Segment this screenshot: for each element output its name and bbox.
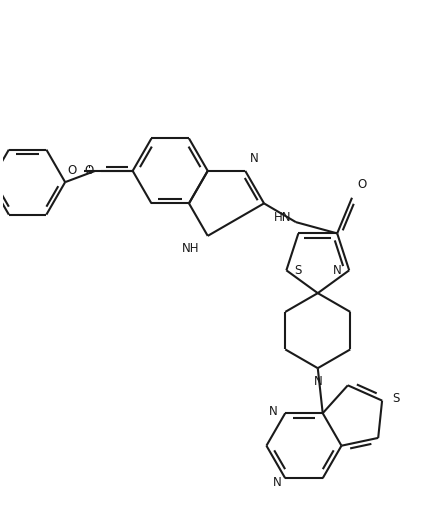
Text: N: N xyxy=(272,475,281,489)
Text: O: O xyxy=(84,164,93,178)
Text: N: N xyxy=(268,405,277,418)
Text: N: N xyxy=(250,152,259,165)
Text: HN: HN xyxy=(273,211,291,224)
Text: O: O xyxy=(357,178,366,191)
Text: N: N xyxy=(333,264,341,277)
Text: N: N xyxy=(313,375,322,388)
Text: S: S xyxy=(294,264,302,277)
Text: NH: NH xyxy=(183,242,200,255)
Text: S: S xyxy=(392,392,399,405)
Text: O: O xyxy=(67,164,77,178)
